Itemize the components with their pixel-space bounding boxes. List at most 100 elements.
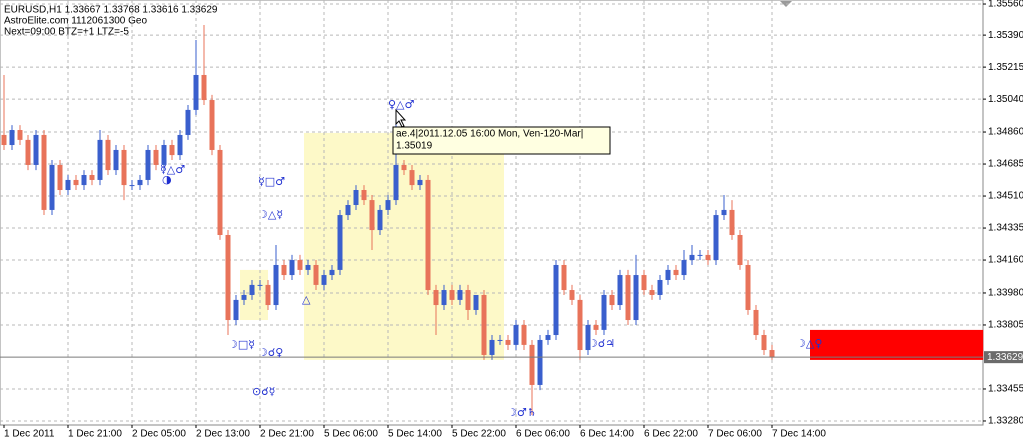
candle-body [601,294,607,330]
candle-body [225,234,231,321]
candle-body [161,145,167,165]
candle-body [537,339,543,385]
astro-annotation: ☽☌♃ [588,337,615,350]
candle-body [89,175,95,180]
candle-body [697,254,703,256]
candle-body [569,290,575,300]
candle-body [481,294,487,355]
candle-body [201,74,207,101]
candle-body [73,179,79,186]
x-tick-label: 1 Dec 2011 [4,429,55,440]
candle-body [65,179,71,191]
candle-body [185,109,191,135]
candle-body [105,139,111,171]
candle-body [489,339,495,355]
header-line: EURUSD,H1 1.33667 1.33768 1.33616 1.3362… [4,5,218,16]
candle-body [449,290,455,300]
y-tick-label: 1.34335 [988,223,1023,234]
candle-body [457,290,463,300]
candle-body [289,260,295,276]
candle-body [761,335,767,351]
x-tick-label: 2 Dec 21:00 [260,429,314,440]
candle-body [689,254,695,261]
candle-body [233,299,239,321]
candle-body [193,74,199,110]
candle-body [497,339,503,341]
candle-body [137,179,143,186]
tooltip-line: ae.4|2011.12.05 16:00 Mon, Ven-120-Mar| [396,129,583,140]
y-tick-label: 1.33455 [988,384,1023,395]
x-tick-label: 5 Dec 22:00 [452,429,506,440]
candle-body [513,324,519,345]
candle-body [361,190,367,201]
astro-annotation: ☽☌♀ [258,346,283,359]
candle-body [41,134,47,210]
tooltip-line: 1.35019 [396,141,433,152]
candle-body [673,269,679,276]
candle-body [305,264,311,270]
candle-body [57,164,63,191]
candle-body [169,145,175,156]
candle-body [729,209,735,235]
astro-annotation: ☽♂♄ [507,406,537,419]
candle-body [441,290,447,306]
astro-annotation: ◑ [162,173,172,186]
y-tick-label: 1.34160 [988,255,1023,266]
candle-body [25,139,31,165]
candle-body [121,149,127,186]
tooltip-box [392,126,611,155]
candle-body [313,264,319,285]
candle-body [745,264,751,310]
candle-body [17,130,23,140]
candle-body [713,215,719,261]
candle-body [649,290,655,295]
candle-body [561,264,567,291]
x-tick-label: 5 Dec 06:00 [324,429,378,440]
candle-body [593,324,599,330]
candle-body [33,134,39,165]
candle-body [329,269,335,276]
candle-body [249,284,255,295]
astro-annotation: ☽△☿ [258,208,283,221]
x-tick-label: 7 Dec 06:00 [708,429,762,440]
astro-annotation: ♀△♂ [388,98,414,111]
candle-body [377,209,383,231]
candle-body [1,134,7,146]
header-line: Next=09:00 BTZ=+1 LTZ=-5 [4,27,129,38]
header-line: AstroElite.com 1112061300 Geo [4,16,147,27]
candle-body [433,290,439,306]
y-tick-label: 1.33280 [988,416,1023,427]
y-tick-label: 1.33805 [988,320,1023,331]
candle-body [353,190,359,206]
astro-annotation: ⊙☌☿ [252,385,275,398]
y-tick-label: 1.34860 [988,127,1023,138]
candle-body [177,134,183,156]
y-tick-label: 1.35560 [988,0,1023,10]
candle-body [49,164,55,210]
candle-body [265,284,271,306]
astro-annotation: ☿□♂ [258,175,285,188]
y-tick-label: 1.35390 [988,30,1023,41]
candle-body [505,339,511,345]
candle-body [609,294,615,306]
x-tick-label: 5 Dec 14:00 [388,429,442,440]
x-tick-label: 6 Dec 14:00 [580,429,634,440]
candle-body [281,264,287,276]
zone [810,329,984,360]
candle-body [257,284,263,286]
y-tick-label: 1.34685 [988,159,1023,170]
candle-body [737,234,743,265]
candle-body [217,149,223,235]
x-tick-label: 7 Dec 14:00 [772,429,826,440]
candle-body [409,170,415,186]
candle-body [113,149,119,171]
astro-annotation: ☽□☿ [228,338,255,351]
candle-body [617,275,623,306]
candle-body [273,264,279,306]
candle-body [553,264,559,336]
candle-body [9,130,15,146]
current-price-box [984,351,1023,364]
candle-body [209,100,215,150]
candle-body [769,350,775,358]
